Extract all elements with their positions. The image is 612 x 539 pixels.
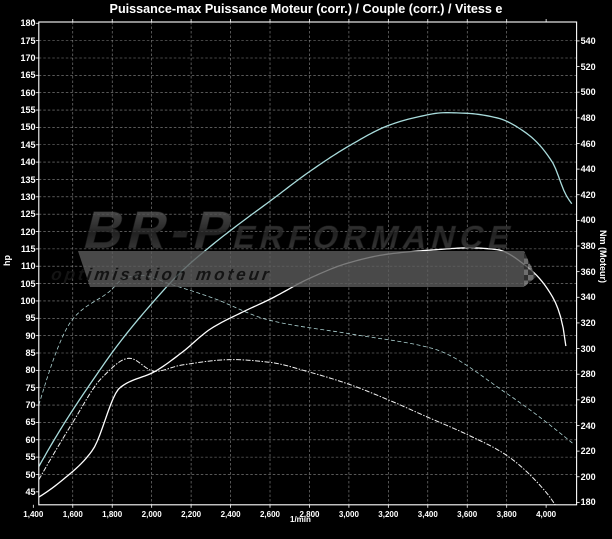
- svg-text:optimisation moteur: optimisation moteur: [50, 265, 273, 284]
